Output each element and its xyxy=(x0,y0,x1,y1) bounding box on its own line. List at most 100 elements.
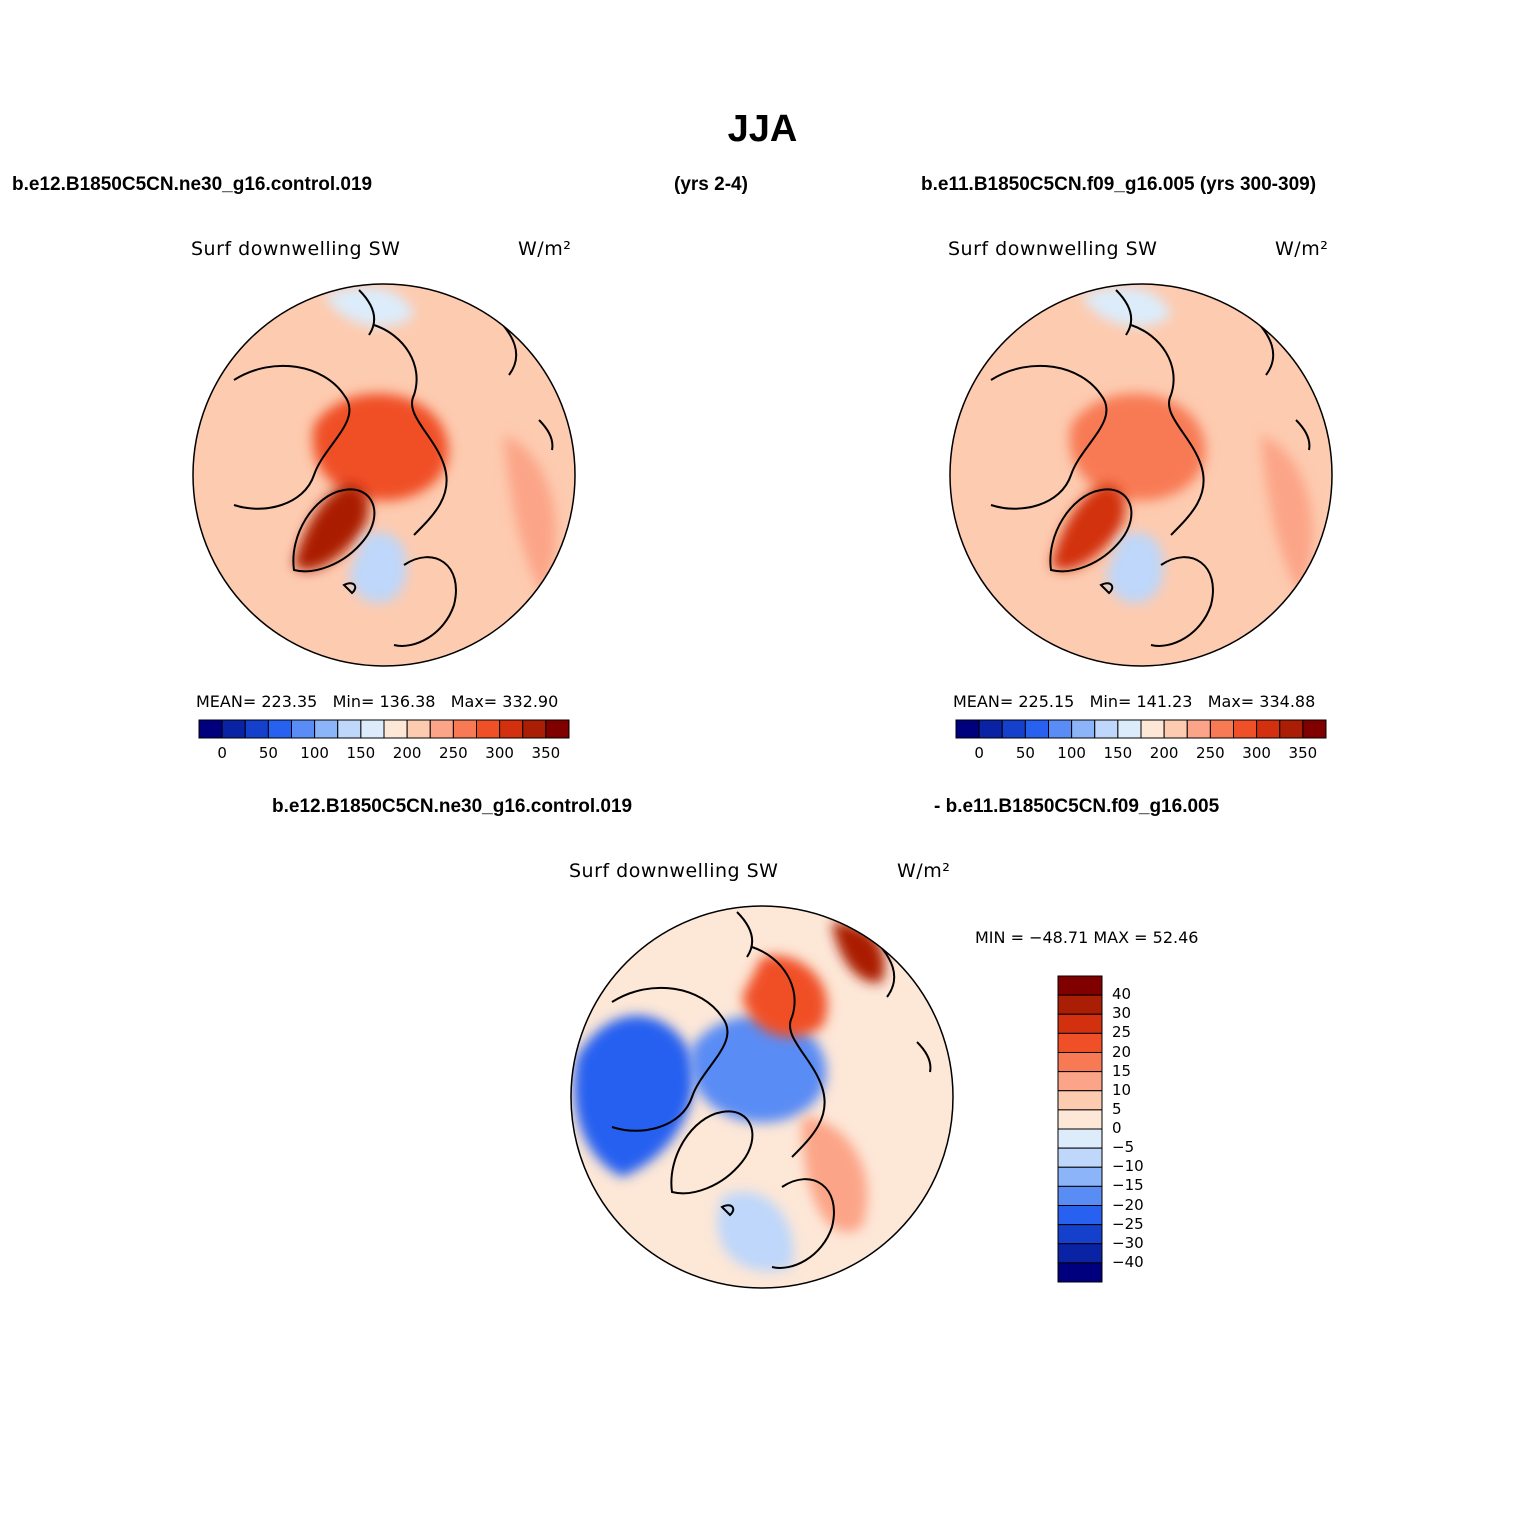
coastline xyxy=(990,289,1311,647)
panel1-units: W/m² xyxy=(518,238,572,260)
colorbar-tick-label: −15 xyxy=(1112,1176,1144,1195)
colorbar-cell xyxy=(1057,1262,1103,1283)
region-east-atlantic xyxy=(349,532,407,604)
region-canada xyxy=(574,1015,694,1177)
mean-label: MEAN= xyxy=(953,692,1014,711)
colorbar-cell xyxy=(545,719,570,739)
colorbar-tick-label: 20 xyxy=(1112,1042,1132,1061)
colorbar-cell xyxy=(1117,719,1142,739)
map-fill xyxy=(193,284,575,666)
min-label: Min= xyxy=(1089,692,1132,711)
colorbar-cell xyxy=(1001,719,1026,739)
colorbar-cell xyxy=(452,719,477,739)
colorbar-tick-label: −10 xyxy=(1112,1157,1144,1176)
map-boundary xyxy=(949,283,1333,667)
colorbar-cell xyxy=(1057,975,1103,996)
colorbar-tick-label: 5 xyxy=(1112,1099,1122,1118)
colorbar-tick-label: 300 xyxy=(1242,744,1271,762)
colorbar-tick-label: 50 xyxy=(258,744,278,762)
max-value: 334.88 xyxy=(1259,692,1316,711)
colorbar-cell xyxy=(1279,719,1304,739)
colorbar-cell xyxy=(1057,1205,1103,1226)
panel1-colorbar xyxy=(198,719,570,739)
mean-value: 223.35 xyxy=(261,692,318,711)
panel3-units: W/m² xyxy=(897,860,951,882)
map-fill xyxy=(950,284,1332,666)
panel3-stats: MIN = −48.71 MAX = 52.46 xyxy=(975,928,1199,947)
region-north-atlantic xyxy=(717,1191,794,1272)
colorbar-cell xyxy=(1140,719,1165,739)
colorbar-tick-label: 300 xyxy=(485,744,514,762)
region-greenland xyxy=(294,484,369,571)
max-value: 332.90 xyxy=(502,692,559,711)
colorbar-tick-label: 350 xyxy=(1288,744,1318,762)
colorbar-cell xyxy=(360,719,385,739)
colorbar-tick-label: 50 xyxy=(1015,744,1035,762)
colorbar-cell xyxy=(1256,719,1281,739)
colorbar-tick-label: 150 xyxy=(346,744,376,762)
colorbar-cell xyxy=(1094,719,1119,739)
region-siberia xyxy=(742,955,828,1037)
colorbar-cell xyxy=(1233,719,1258,739)
panel2-map xyxy=(949,283,1333,667)
colorbar-cell xyxy=(244,719,269,739)
colorbar-tick-label: 250 xyxy=(439,744,468,762)
colorbar-cell xyxy=(1057,1243,1103,1264)
colorbar-cell xyxy=(1024,719,1049,739)
colorbar-cell xyxy=(383,719,408,739)
panel3-colorbar xyxy=(1057,975,1103,1283)
max-label: Max= xyxy=(450,692,498,711)
diff-label-left: b.e12.B1850C5CN.ne30_g16.control.019 xyxy=(272,796,633,817)
panel1-title: Surf downwelling SW xyxy=(191,238,401,260)
colorbar-tick-label: 100 xyxy=(1057,744,1086,762)
colorbar-cell xyxy=(314,719,339,739)
colorbar-cell xyxy=(522,719,547,739)
colorbar-cell xyxy=(1057,1013,1103,1034)
panel1-stats: MEAN= 223.35 Min= 136.38 Max= 332.90 xyxy=(196,692,558,711)
colorbar-cell xyxy=(337,719,362,739)
colorbar-cell xyxy=(476,719,501,739)
colorbar-tick-label: 0 xyxy=(1112,1119,1122,1137)
panel3-title: Surf downwelling SW xyxy=(569,860,779,882)
region-europe xyxy=(802,1117,868,1233)
colorbar-cell xyxy=(978,719,1003,739)
panel2-stats: MEAN= 225.15 Min= 141.23 Max= 334.88 xyxy=(953,692,1315,711)
figure-title: JJA xyxy=(727,108,798,150)
colorbar-cell xyxy=(1057,1224,1103,1245)
coastline xyxy=(611,911,932,1269)
colorbar-cell xyxy=(1302,719,1327,739)
panel2-title: Surf downwelling SW xyxy=(948,238,1158,260)
colorbar-cell xyxy=(1057,1090,1103,1111)
case1-label: b.e12.B1850C5CN.ne30_g16.control.019 xyxy=(12,174,373,195)
colorbar-tick-label: −20 xyxy=(1112,1195,1144,1214)
colorbar-tick-label: 150 xyxy=(1103,744,1133,762)
colorbar-cell xyxy=(1057,1185,1103,1206)
min-value: 136.38 xyxy=(379,692,436,711)
colorbar-cell xyxy=(499,719,524,739)
colorbar-tick-label: −5 xyxy=(1112,1138,1135,1157)
colorbar-cell xyxy=(1057,1052,1103,1073)
colorbar-cell xyxy=(429,719,454,739)
region-north-pacific xyxy=(1261,435,1313,595)
colorbar-cell xyxy=(1057,1166,1103,1187)
colorbar-cell xyxy=(406,719,431,739)
region-siberia-coast xyxy=(1081,286,1171,327)
colorbar-cell xyxy=(955,719,980,739)
max-label: Max= xyxy=(1207,692,1255,711)
colorbar-tick-label: 15 xyxy=(1112,1061,1132,1080)
colorbar-tick-label: 200 xyxy=(392,744,422,762)
colorbar-cell xyxy=(1057,1032,1103,1053)
colorbar-cell xyxy=(1057,994,1103,1015)
colorbar-cell xyxy=(267,719,292,739)
colorbar-cell xyxy=(1209,719,1234,739)
region-north-pacific xyxy=(504,435,556,595)
map-fill xyxy=(571,906,953,1288)
mean-label: MEAN= xyxy=(196,692,257,711)
colorbar-tick-label: 250 xyxy=(1196,744,1225,762)
colorbar-tick-label: 200 xyxy=(1149,744,1179,762)
colorbar-tick-label: −30 xyxy=(1112,1233,1144,1252)
coastline xyxy=(233,289,554,647)
panel2-colorbar xyxy=(955,719,1327,739)
mean-value: 225.15 xyxy=(1018,692,1075,711)
